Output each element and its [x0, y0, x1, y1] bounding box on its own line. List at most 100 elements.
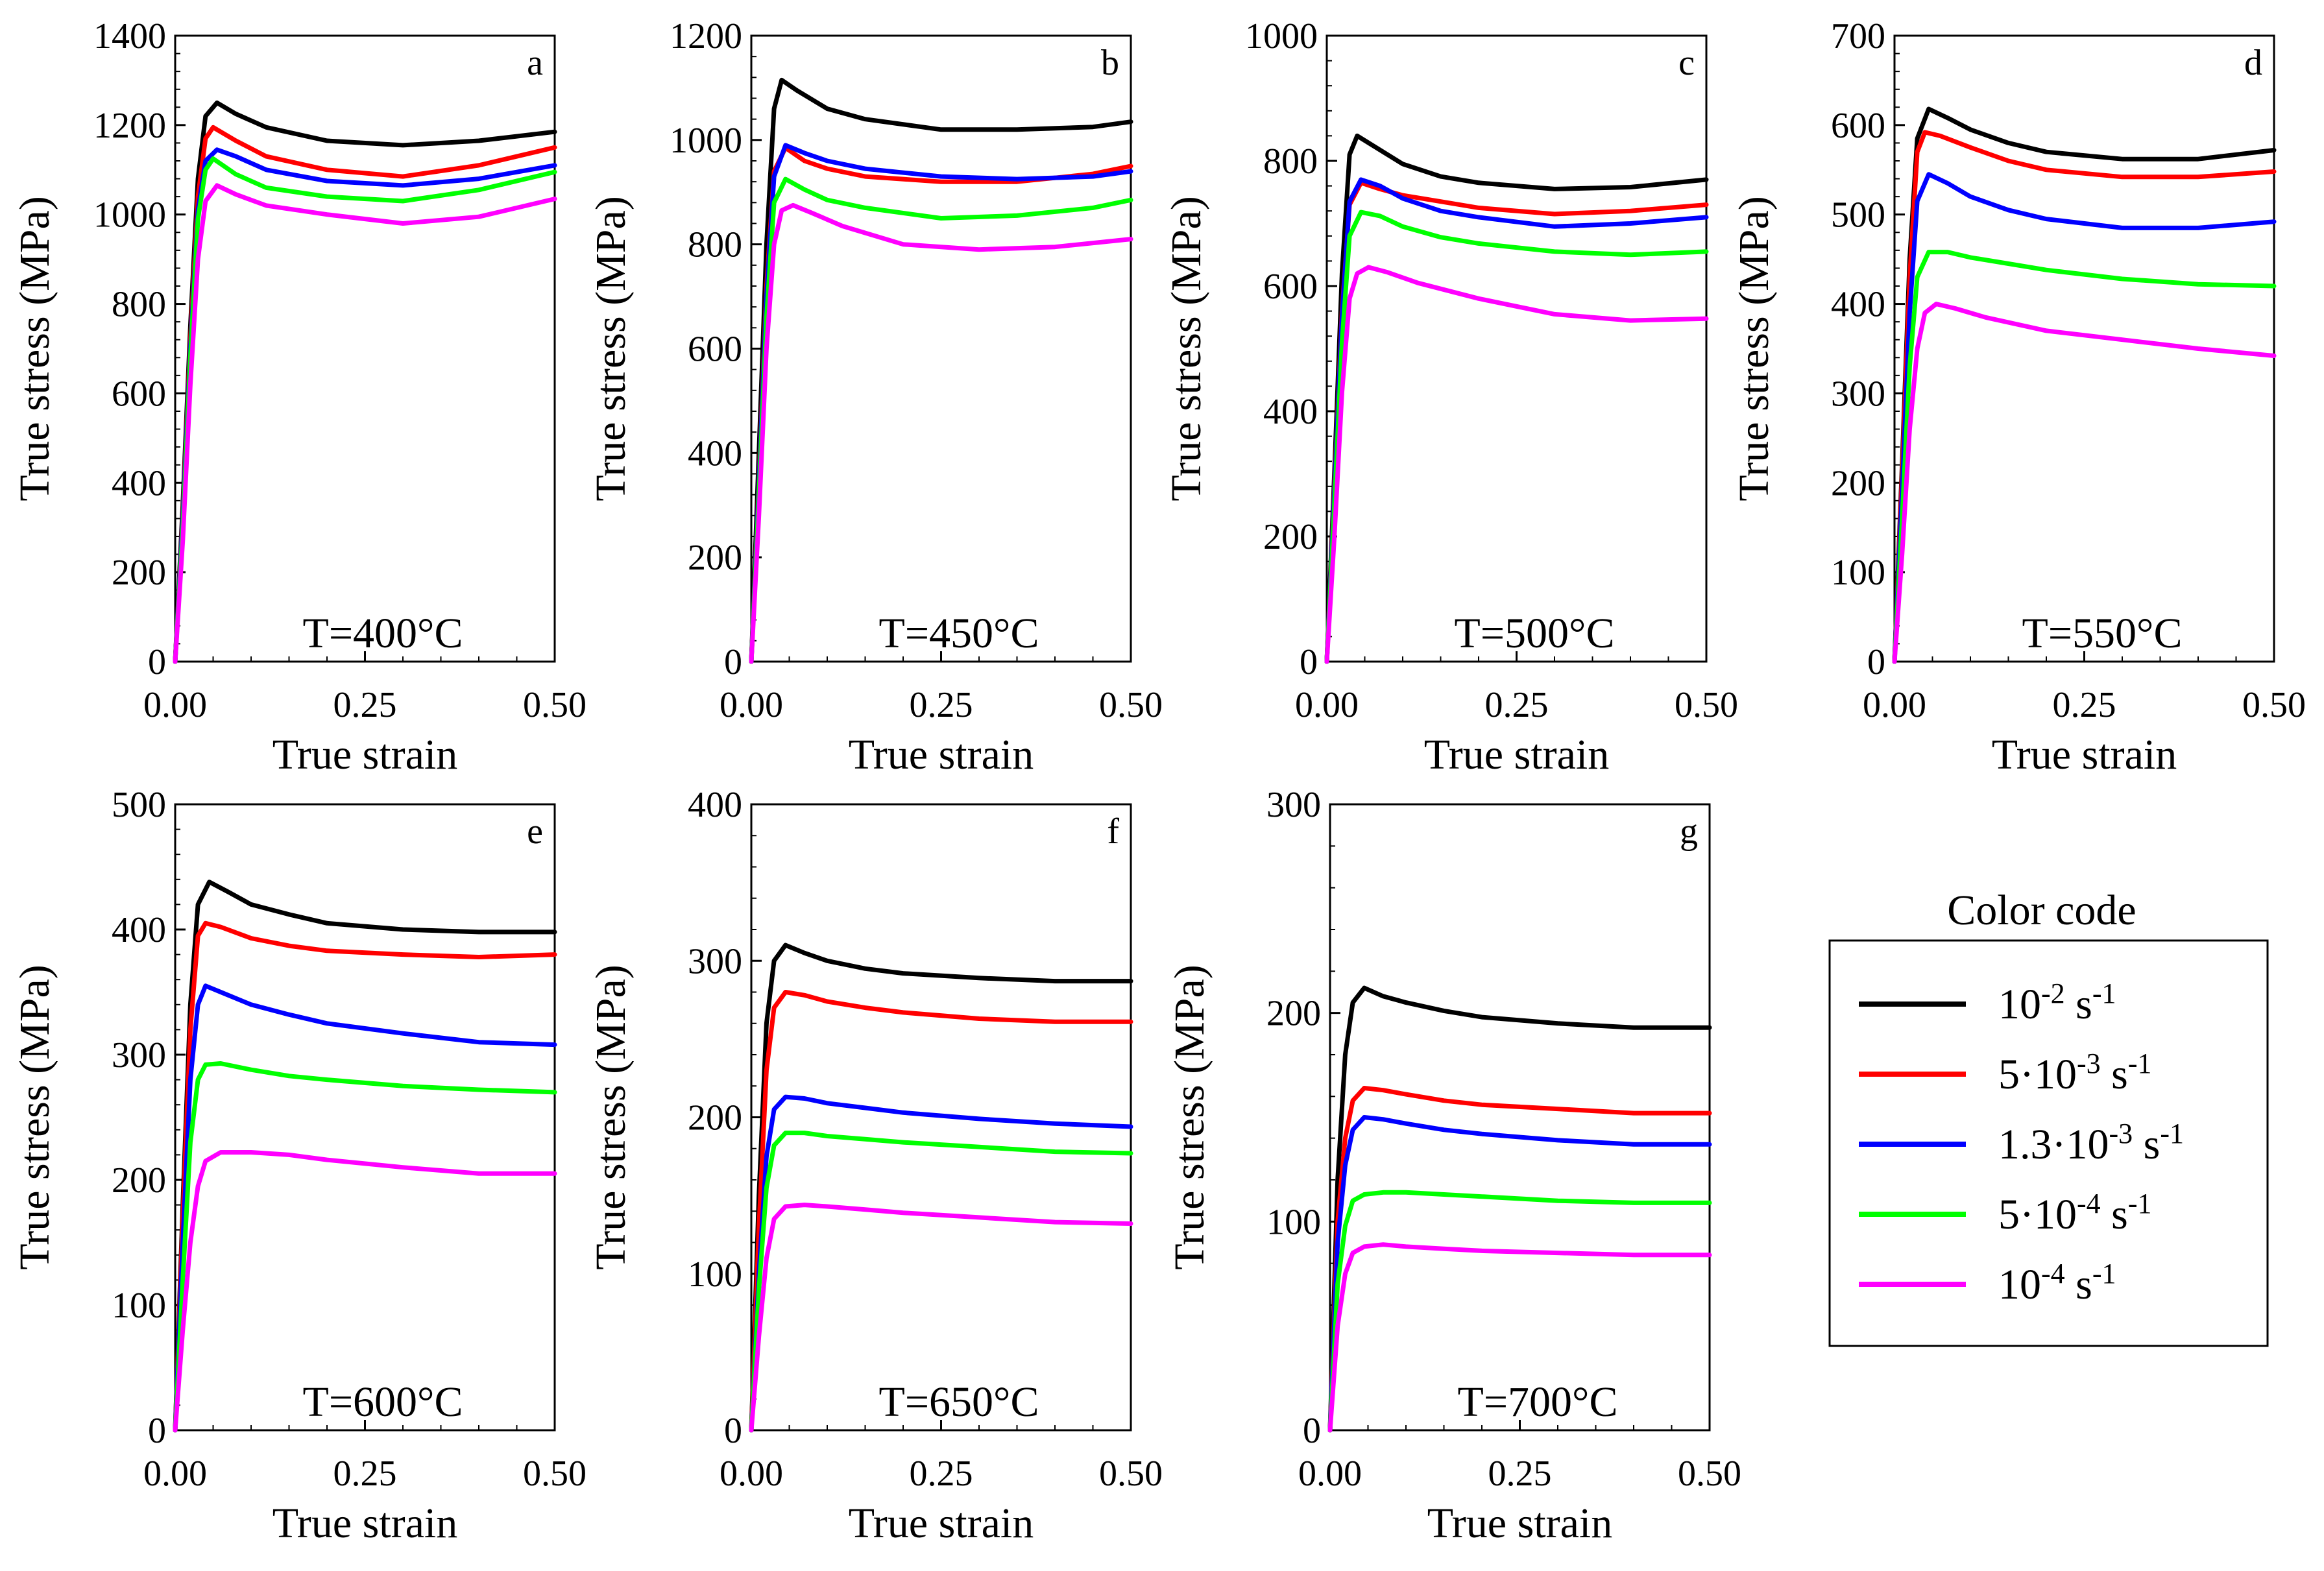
y-tick-label: 300 — [1831, 374, 1885, 414]
legend-label-part: -1 — [2160, 1118, 2184, 1149]
y-tick-label: 0 — [148, 642, 166, 682]
legend-entry-rate-5e-4: 5·10-4 s-1 — [1859, 1188, 2151, 1238]
legend-label-part: -1 — [2092, 977, 2116, 1009]
y-tick-label: 600 — [688, 330, 742, 370]
series-line-0 — [1324, 133, 1709, 664]
legend-label-part: 1.3·10 — [1998, 1121, 2109, 1168]
x-tick-label: 0.50 — [1099, 685, 1163, 725]
y-tick-label: 500 — [1831, 195, 1885, 235]
x-tick-label: 0.50 — [523, 1454, 587, 1494]
x-tick-label: 0.50 — [523, 685, 587, 725]
y-tick-label: 500 — [112, 785, 166, 825]
y-tick-label: 400 — [112, 463, 166, 503]
x-tick-label: 0.00 — [1863, 685, 1926, 725]
legend-label: 10-2 s-1 — [1998, 977, 2116, 1028]
plot-frame — [1325, 34, 1708, 663]
legend-label: 1.3·10-3 s-1 — [1998, 1118, 2184, 1168]
series-line-2 — [173, 147, 557, 664]
series-line-4 — [1324, 265, 1709, 664]
legend-label-part: -1 — [2092, 1258, 2116, 1289]
series-line-1 — [1892, 130, 2277, 664]
x-tick-label: 0.50 — [2242, 685, 2306, 725]
x-tick-label: 0.25 — [333, 1454, 397, 1494]
y-tick-label: 600 — [1263, 267, 1318, 307]
y-tick-label: 800 — [688, 225, 742, 265]
y-tick-label: 0 — [724, 642, 742, 682]
series-line-2 — [749, 1094, 1133, 1433]
y-tick-label: 200 — [112, 553, 166, 593]
temperature-label: T=550°C — [2022, 610, 2183, 657]
legend-label-part: 10 — [1998, 1261, 2041, 1308]
y-tick-label: 800 — [112, 285, 166, 325]
series-line-1 — [173, 125, 557, 664]
y-tick-label: 400 — [688, 433, 742, 474]
y-tick-label: 1200 — [670, 16, 742, 56]
x-tick-label: 0.25 — [333, 685, 397, 725]
x-axis-title: True strain — [272, 731, 457, 778]
y-tick-label: 800 — [1263, 141, 1318, 182]
legend-label-part: s — [2101, 1191, 2128, 1238]
y-tick-label: 400 — [1263, 392, 1318, 432]
legend-label-part: 5·10 — [1998, 1191, 2077, 1238]
y-axis-title: True stress (MPa) — [1163, 196, 1210, 501]
x-axis-title: True strain — [1992, 731, 2177, 778]
y-tick-label: 200 — [1263, 517, 1318, 557]
panel-letter: c — [1678, 43, 1695, 83]
legend-label-part: s — [2065, 981, 2092, 1028]
temperature-label: T=650°C — [879, 1378, 1039, 1426]
series-line-2 — [749, 143, 1133, 664]
panel-letter: e — [527, 811, 543, 852]
series-line-4 — [1327, 1242, 1712, 1433]
legend-entry-rate-1.3e-3: 1.3·10-3 s-1 — [1859, 1118, 2184, 1168]
x-tick-label: 0.00 — [720, 685, 783, 725]
x-tick-label: 0.25 — [2053, 685, 2116, 725]
legend-label: 5·10-4 s-1 — [1998, 1188, 2151, 1238]
temperature-label: T=500°C — [1455, 610, 1615, 657]
y-tick-label: 0 — [1300, 642, 1318, 682]
y-axis-title: True stress (MPa) — [11, 965, 58, 1270]
chart-panel-c: 0 200 400 600 800 1000 0.00 0.25 0.50 True strain… — [1163, 16, 1738, 778]
y-axis-title: True stress (MPa) — [1730, 196, 1778, 501]
y-tick-label: 0 — [1867, 642, 1885, 682]
x-axis-title: True strain — [1427, 1500, 1612, 1547]
legend-label-part: -3 — [2077, 1048, 2101, 1079]
panel-letter: a — [527, 43, 543, 83]
y-tick-label: 200 — [688, 1098, 742, 1138]
legend-label-part: 10 — [1998, 981, 2041, 1028]
temperature-label: T=400°C — [303, 610, 463, 657]
y-tick-label: 400 — [1831, 285, 1885, 325]
panel-letter: f — [1107, 811, 1119, 852]
legend-label-part: -2 — [2041, 977, 2065, 1009]
series-line-3 — [173, 1061, 557, 1433]
legend: Color code 10-2 s-15·10-3 s-11.3·10-3 s-… — [1828, 887, 2269, 1347]
plot-frame — [174, 803, 556, 1432]
series-line-3 — [749, 176, 1133, 664]
legend-label-part: -1 — [2128, 1188, 2152, 1219]
y-tick-label: 200 — [688, 538, 742, 578]
plot-frame — [1329, 803, 1711, 1432]
x-tick-label: 0.00 — [720, 1454, 783, 1494]
series-line-2 — [1327, 1115, 1712, 1433]
y-tick-label: 700 — [1831, 16, 1885, 56]
chart-panel-d: 0 100 200 300 400 500 600 700 0.00 0.25 0.50 True s… — [1730, 16, 2306, 778]
x-tick-label: 0.00 — [143, 1454, 207, 1494]
x-tick-label: 0.50 — [1099, 1454, 1163, 1494]
x-tick-label: 0.25 — [910, 685, 973, 725]
y-tick-label: 300 — [688, 941, 742, 981]
temperature-label: T=600°C — [303, 1378, 463, 1426]
y-tick-label: 100 — [1266, 1202, 1321, 1242]
legend-label-part: -3 — [2109, 1118, 2133, 1149]
x-axis-title: True strain — [272, 1500, 457, 1547]
x-tick-label: 0.25 — [1485, 685, 1549, 725]
y-tick-label: 0 — [148, 1411, 166, 1451]
panel-letter: b — [1101, 43, 1119, 83]
series-line-1 — [173, 920, 557, 1433]
legend-entry-rate-5e-3: 5·10-3 s-1 — [1859, 1048, 2151, 1098]
y-tick-label: 600 — [1831, 106, 1885, 146]
legend-title: Color code — [1947, 887, 2136, 934]
series-line-3 — [1324, 210, 1709, 664]
series-line-3 — [749, 1131, 1133, 1433]
y-tick-label: 1400 — [93, 16, 166, 56]
y-tick-label: 1200 — [93, 106, 166, 146]
y-tick-label: 1000 — [93, 195, 166, 235]
